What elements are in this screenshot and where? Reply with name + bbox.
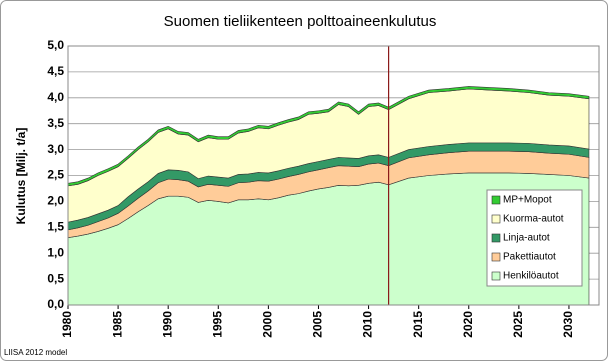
y-tick-label: 1,5 [47, 219, 64, 233]
x-tick-label: 2005 [311, 311, 325, 338]
x-tick-label: 2010 [361, 311, 375, 338]
y-tick-label: 4,0 [47, 90, 64, 104]
y-tick-label: 0,0 [47, 297, 64, 311]
x-tick-label: 2020 [461, 311, 475, 338]
x-tick-label: 2025 [511, 311, 525, 338]
plot-border [67, 45, 600, 306]
legend-swatch [491, 252, 501, 262]
legend-label: Pakettiautot [503, 252, 556, 263]
chart-title: Suomen tieliikenteen polttoaineenkulutus [164, 13, 437, 30]
y-tick-label: 2,0 [47, 194, 64, 208]
x-tick-label: 1995 [210, 311, 224, 338]
legend: Henkilöautot Pakettiautot Linja-autot Kuorm… [486, 189, 583, 287]
legend-swatch [491, 271, 501, 281]
legend-swatch [491, 233, 501, 243]
area [67, 86, 590, 187]
x-tick-label: 1985 [110, 311, 124, 338]
legend-swatch [491, 214, 501, 224]
y-tick-label: 4,5 [47, 64, 64, 78]
x-tick-label: 2030 [561, 311, 575, 338]
x-tick-label: 2000 [261, 311, 275, 338]
legend-label: MP+Mopot [503, 195, 552, 206]
y-axis-label: Kulutus [Milj. t/a] [14, 128, 28, 225]
y-tick-label: 3,5 [47, 116, 64, 130]
legend-label: Henkilöautot [503, 271, 559, 282]
x-tick-label: 1990 [160, 311, 174, 338]
y-tick-label: 1,0 [47, 245, 64, 259]
y-tick-label: 3,0 [47, 142, 64, 156]
y-tick-label: 0,5 [47, 271, 64, 285]
legend-label: Kuorma-autot [503, 214, 564, 225]
legend-label: Linja-autot [503, 233, 550, 244]
x-tick-label: 2015 [411, 311, 425, 338]
y-tick-label: 2,5 [47, 168, 64, 182]
x-tick-label: 1980 [60, 311, 74, 338]
footnote: LIISA 2012 model [4, 348, 67, 357]
y-tick-label: 5,0 [47, 38, 64, 52]
legend-box [486, 189, 583, 287]
legend-swatch [491, 195, 501, 205]
